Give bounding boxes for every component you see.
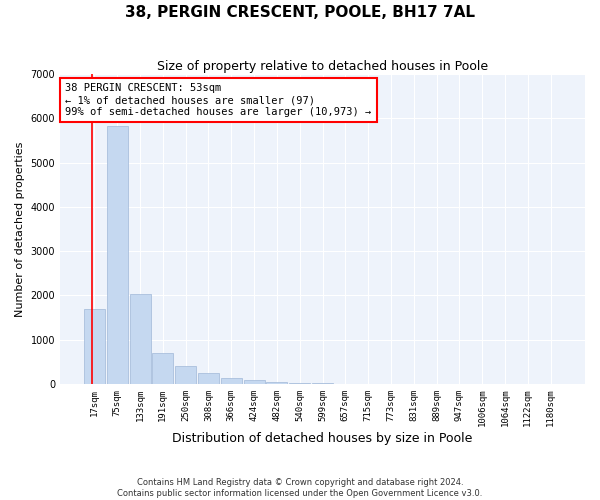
Bar [198,372,219,384]
Y-axis label: Number of detached properties: Number of detached properties [15,142,25,317]
Title: Size of property relative to detached houses in Poole: Size of property relative to detached ho… [157,60,488,73]
X-axis label: Distribution of detached houses by size in Poole: Distribution of detached houses by size … [172,432,473,445]
Bar [130,294,151,384]
Bar [244,380,265,384]
Bar [84,308,105,384]
Text: 38, PERGIN CRESCENT, POOLE, BH17 7AL: 38, PERGIN CRESCENT, POOLE, BH17 7AL [125,5,475,20]
Bar [152,352,173,384]
Bar [289,383,310,384]
Text: 38 PERGIN CRESCENT: 53sqm
← 1% of detached houses are smaller (97)
99% of semi-d: 38 PERGIN CRESCENT: 53sqm ← 1% of detach… [65,84,371,116]
Bar [175,366,196,384]
Bar [107,126,128,384]
Text: Contains HM Land Registry data © Crown copyright and database right 2024.
Contai: Contains HM Land Registry data © Crown c… [118,478,482,498]
Bar [221,378,242,384]
Bar [266,382,287,384]
